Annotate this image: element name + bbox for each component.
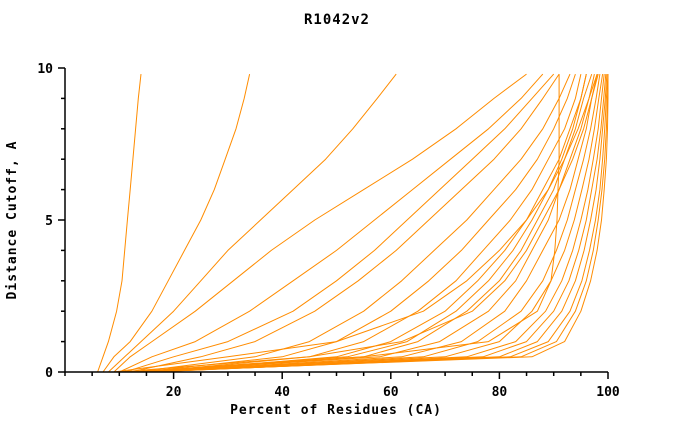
- model-curve: [130, 74, 560, 373]
- model-curve: [140, 73, 576, 373]
- model-curve: [146, 74, 601, 373]
- model-curve: [130, 73, 560, 373]
- model-curve: [108, 73, 397, 373]
- model-curve: [151, 74, 605, 373]
- model-curve: [146, 73, 598, 373]
- tick-labels-group: 20 40 60 80 100 0 5 10: [37, 62, 620, 400]
- model-curve: [135, 73, 587, 373]
- x-tick-label: 80: [492, 385, 508, 400]
- y-axis-label: Distance Cutoff, A: [5, 141, 20, 300]
- model-curve: [119, 73, 544, 373]
- model-curve: [113, 73, 527, 373]
- model-curve: [135, 73, 571, 373]
- model-curve: [113, 73, 598, 373]
- model-curve: [140, 73, 593, 373]
- model-curves-group: [97, 73, 609, 373]
- model-curve: [146, 74, 604, 373]
- x-tick-label: 60: [383, 385, 399, 400]
- model-curve: [151, 73, 587, 373]
- tick-marks-group: [58, 67, 609, 379]
- y-tick-label: 0: [45, 366, 53, 381]
- model-curve: [102, 73, 251, 373]
- chart-title: R1042v2: [304, 12, 370, 28]
- x-tick-label: 20: [166, 385, 182, 400]
- model-curve: [135, 74, 609, 373]
- y-tick-label: 10: [37, 62, 53, 77]
- x-tick-label: 40: [274, 385, 290, 400]
- x-tick-label: 100: [596, 385, 620, 400]
- model-curve: [119, 73, 599, 373]
- x-axis-label: Percent of Residues (CA): [230, 403, 442, 418]
- y-tick-label: 5: [45, 214, 53, 229]
- model-curve: [140, 73, 595, 373]
- model-curve: [97, 74, 142, 373]
- model-curve: [146, 74, 609, 373]
- model-curve: [124, 73, 555, 373]
- model-curve: [151, 74, 608, 373]
- model-curve: [146, 73, 582, 373]
- model-curve: [151, 74, 607, 373]
- model-curve: [140, 74, 609, 373]
